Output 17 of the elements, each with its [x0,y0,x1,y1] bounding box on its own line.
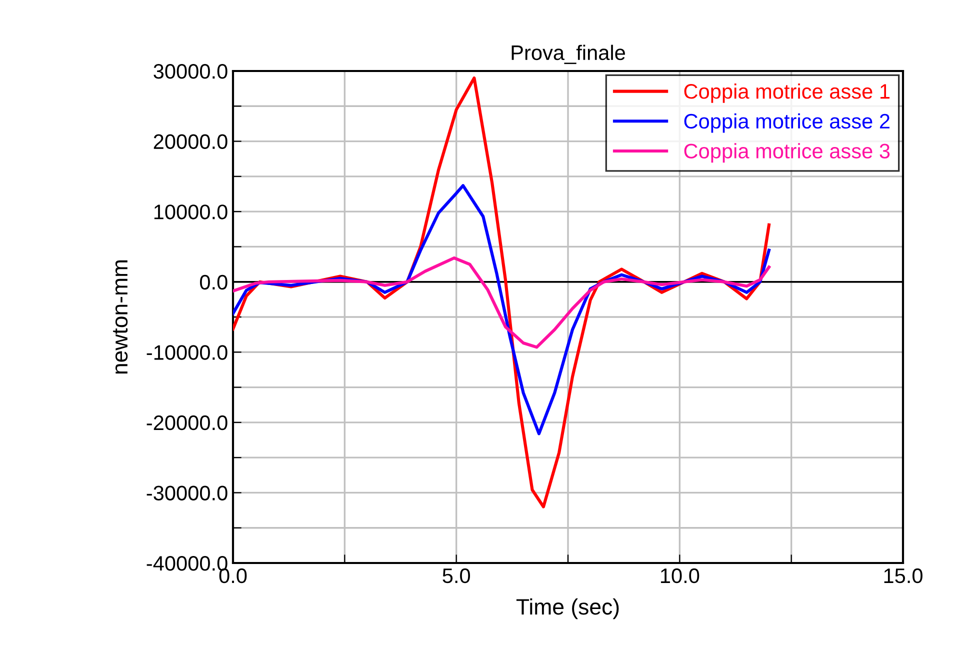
legend-label: Coppia motrice asse 2 [684,113,890,133]
y-tick-label: 10000.0 [154,204,228,220]
y-tick-label: -30000.0 [146,486,228,500]
legend-label: Coppia motrice asse 1 [684,84,890,103]
y-tick-label: 20000.0 [154,134,228,150]
chart-title: Prova_finale [512,44,625,64]
x-tick-label: 15.0 [884,568,922,584]
y-tick-label: 0.0 [200,274,228,290]
y-tick-label: -10000.0 [146,345,228,360]
x-tick-label: 5.0 [442,568,470,584]
legend-label: Coppia motrice asse 3 [684,143,890,163]
x-axis-title: Time (sec) [516,598,619,620]
y-axis-title: newton-mm [113,260,128,374]
y-tick-label: 30000.0 [154,64,228,79]
x-tick-label: 10.0 [660,568,700,584]
y-tick-label: -20000.0 [146,415,228,430]
line-series [233,256,771,349]
